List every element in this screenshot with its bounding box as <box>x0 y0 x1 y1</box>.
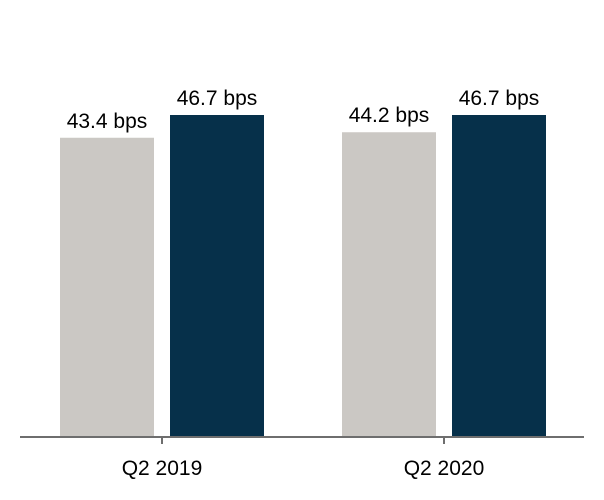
x-tick-label-1: Q2 2019 <box>122 457 203 480</box>
x-tick-label-2: Q2 2020 <box>404 457 485 480</box>
bar-2-series-2 <box>452 115 546 437</box>
data-label-2-series-2: 46.7 bps <box>459 87 540 110</box>
data-label-1-series-2: 46.7 bps <box>177 87 258 110</box>
data-label-2-series-1: 44.2 bps <box>349 104 430 127</box>
bar-1-series-1 <box>60 137 154 437</box>
bar-2-series-1 <box>342 132 436 438</box>
data-labels-layer: 43.4 bps 46.7 bps 44.2 bps 46.7 bps <box>67 87 540 133</box>
bars-layer <box>60 115 546 438</box>
bar-1-series-2 <box>170 115 264 437</box>
x-axis-ticks: Q2 2019 Q2 2020 <box>122 437 485 480</box>
data-label-1-series-1: 43.4 bps <box>67 110 148 133</box>
